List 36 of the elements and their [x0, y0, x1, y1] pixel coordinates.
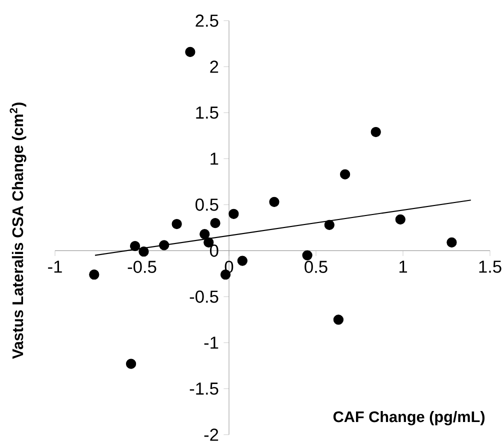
x-tick-label: 1 — [399, 260, 407, 273]
y-tick-label: -1 — [204, 336, 218, 349]
x-tick-label: 0.5 — [304, 260, 328, 274]
point — [200, 229, 210, 240]
y-tick-label: -0.5 — [190, 290, 218, 303]
y-tick-label: 1 — [210, 152, 218, 165]
x-axis-title: CAF Change (pg/mL) — [333, 410, 485, 426]
point — [269, 196, 280, 208]
y-axis-title: Vastus Lateralis CSA Change (cm$^{2}$) — [10, 102, 26, 359]
point — [340, 169, 350, 180]
x-tick-label: 1.5 — [479, 260, 502, 273]
y-tick-label: 0 — [210, 244, 218, 257]
point — [172, 218, 182, 230]
point — [126, 358, 136, 369]
point — [159, 240, 170, 250]
x-tick-label: -1 — [48, 260, 62, 273]
point — [446, 237, 457, 248]
y-tick-label: 0.5 — [196, 198, 218, 211]
point — [130, 241, 140, 252]
y-tick-label: 2.5 — [196, 14, 218, 27]
y-tick-label: -1.5 — [190, 382, 218, 395]
point — [138, 246, 149, 257]
point — [302, 250, 312, 260]
point — [237, 256, 248, 266]
y-tick-label: 2 — [210, 60, 218, 73]
point — [210, 218, 220, 228]
x-tick-label: -0.5 — [128, 260, 156, 274]
point — [89, 270, 100, 280]
y-tick-label: -2 — [204, 428, 218, 441]
point — [228, 208, 239, 219]
y-tick-label: 1.5 — [196, 106, 218, 119]
point — [395, 214, 406, 224]
point — [185, 46, 196, 58]
point — [370, 126, 381, 138]
point — [324, 220, 334, 230]
point — [333, 314, 344, 325]
